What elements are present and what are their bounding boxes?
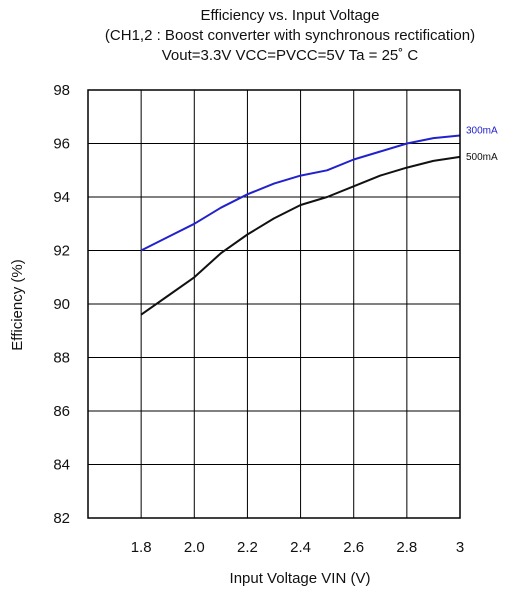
chart-title-line-1: Efficiency vs. Input Voltage bbox=[201, 7, 380, 24]
y-tick-label: 84 bbox=[53, 457, 70, 474]
y-tick-label: 88 bbox=[53, 350, 70, 367]
series-label-300mA: 300mA bbox=[466, 125, 498, 136]
x-tick-label: 2.2 bbox=[237, 539, 258, 556]
y-tick-label: 94 bbox=[53, 189, 70, 206]
grid-layer bbox=[88, 90, 460, 518]
series-line-300mA bbox=[140, 134, 461, 252]
series-layer bbox=[140, 134, 461, 316]
y-tick-label: 98 bbox=[53, 82, 70, 99]
y-tick-label: 90 bbox=[53, 296, 70, 313]
y-tick-label: 82 bbox=[53, 510, 70, 527]
y-tick-label: 86 bbox=[53, 403, 70, 420]
x-axis-title: Input Voltage VIN (V) bbox=[230, 570, 371, 587]
x-tick-label: 2.4 bbox=[290, 539, 311, 556]
chart-title-line-2: (CH1,2 : Boost converter with synchronou… bbox=[105, 27, 475, 44]
x-tick-label: 1.8 bbox=[131, 539, 152, 556]
x-tick-label: 3 bbox=[456, 539, 464, 556]
chart-title-line-3: Vout=3.3V VCC=PVCC=5V Ta = 25˚ C bbox=[162, 47, 419, 64]
x-tick-label: 2.6 bbox=[343, 539, 364, 556]
y-tick-label: 92 bbox=[53, 243, 70, 260]
x-tick-label: 2.0 bbox=[184, 539, 205, 556]
plot-area-frame bbox=[87, 89, 461, 519]
x-tick-label: 2.8 bbox=[396, 539, 417, 556]
tick-label-layer: 1.8 2.0 2.2 2.4 2.6 2.8 3 82 84 86 88 90 92 94 96 98 300… bbox=[53, 82, 498, 556]
y-axis-title: Efficiency (%) bbox=[9, 259, 26, 350]
y-tick-label: 96 bbox=[53, 136, 70, 153]
series-line-500mA bbox=[140, 155, 461, 316]
series-label-500mA: 500mA bbox=[466, 152, 498, 163]
